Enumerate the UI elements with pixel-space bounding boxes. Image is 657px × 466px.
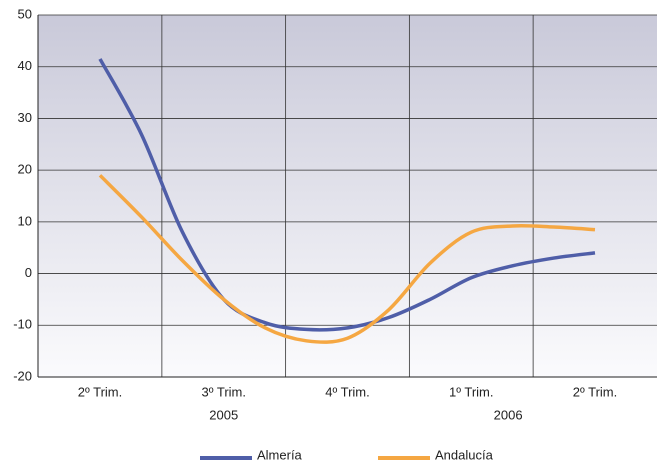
plot-area bbox=[38, 15, 657, 377]
y-tick-label: 30 bbox=[18, 110, 32, 125]
legend-label: Almería bbox=[257, 447, 303, 462]
x-tick-label: 3º Trim. bbox=[202, 384, 246, 399]
series-line bbox=[98, 174, 596, 344]
y-tick-label: 50 bbox=[18, 6, 32, 21]
y-tick-label: 20 bbox=[18, 162, 32, 177]
x-tick-label: 1º Trim. bbox=[449, 384, 493, 399]
y-tick-label: -20 bbox=[13, 368, 32, 383]
y-tick-label: 40 bbox=[18, 58, 32, 73]
year-label: 2006 bbox=[494, 407, 523, 422]
year-label: 2005 bbox=[209, 407, 238, 422]
y-tick-label: -10 bbox=[13, 317, 32, 332]
x-tick-label: 4º Trim. bbox=[325, 384, 369, 399]
y-tick-label: 10 bbox=[18, 213, 32, 228]
x-tick-label: 2º Trim. bbox=[78, 384, 122, 399]
x-tick-label: 2º Trim. bbox=[573, 384, 617, 399]
legend-label: Andalucía bbox=[435, 447, 494, 462]
series-line bbox=[98, 58, 596, 332]
y-tick-label: 0 bbox=[25, 265, 32, 280]
